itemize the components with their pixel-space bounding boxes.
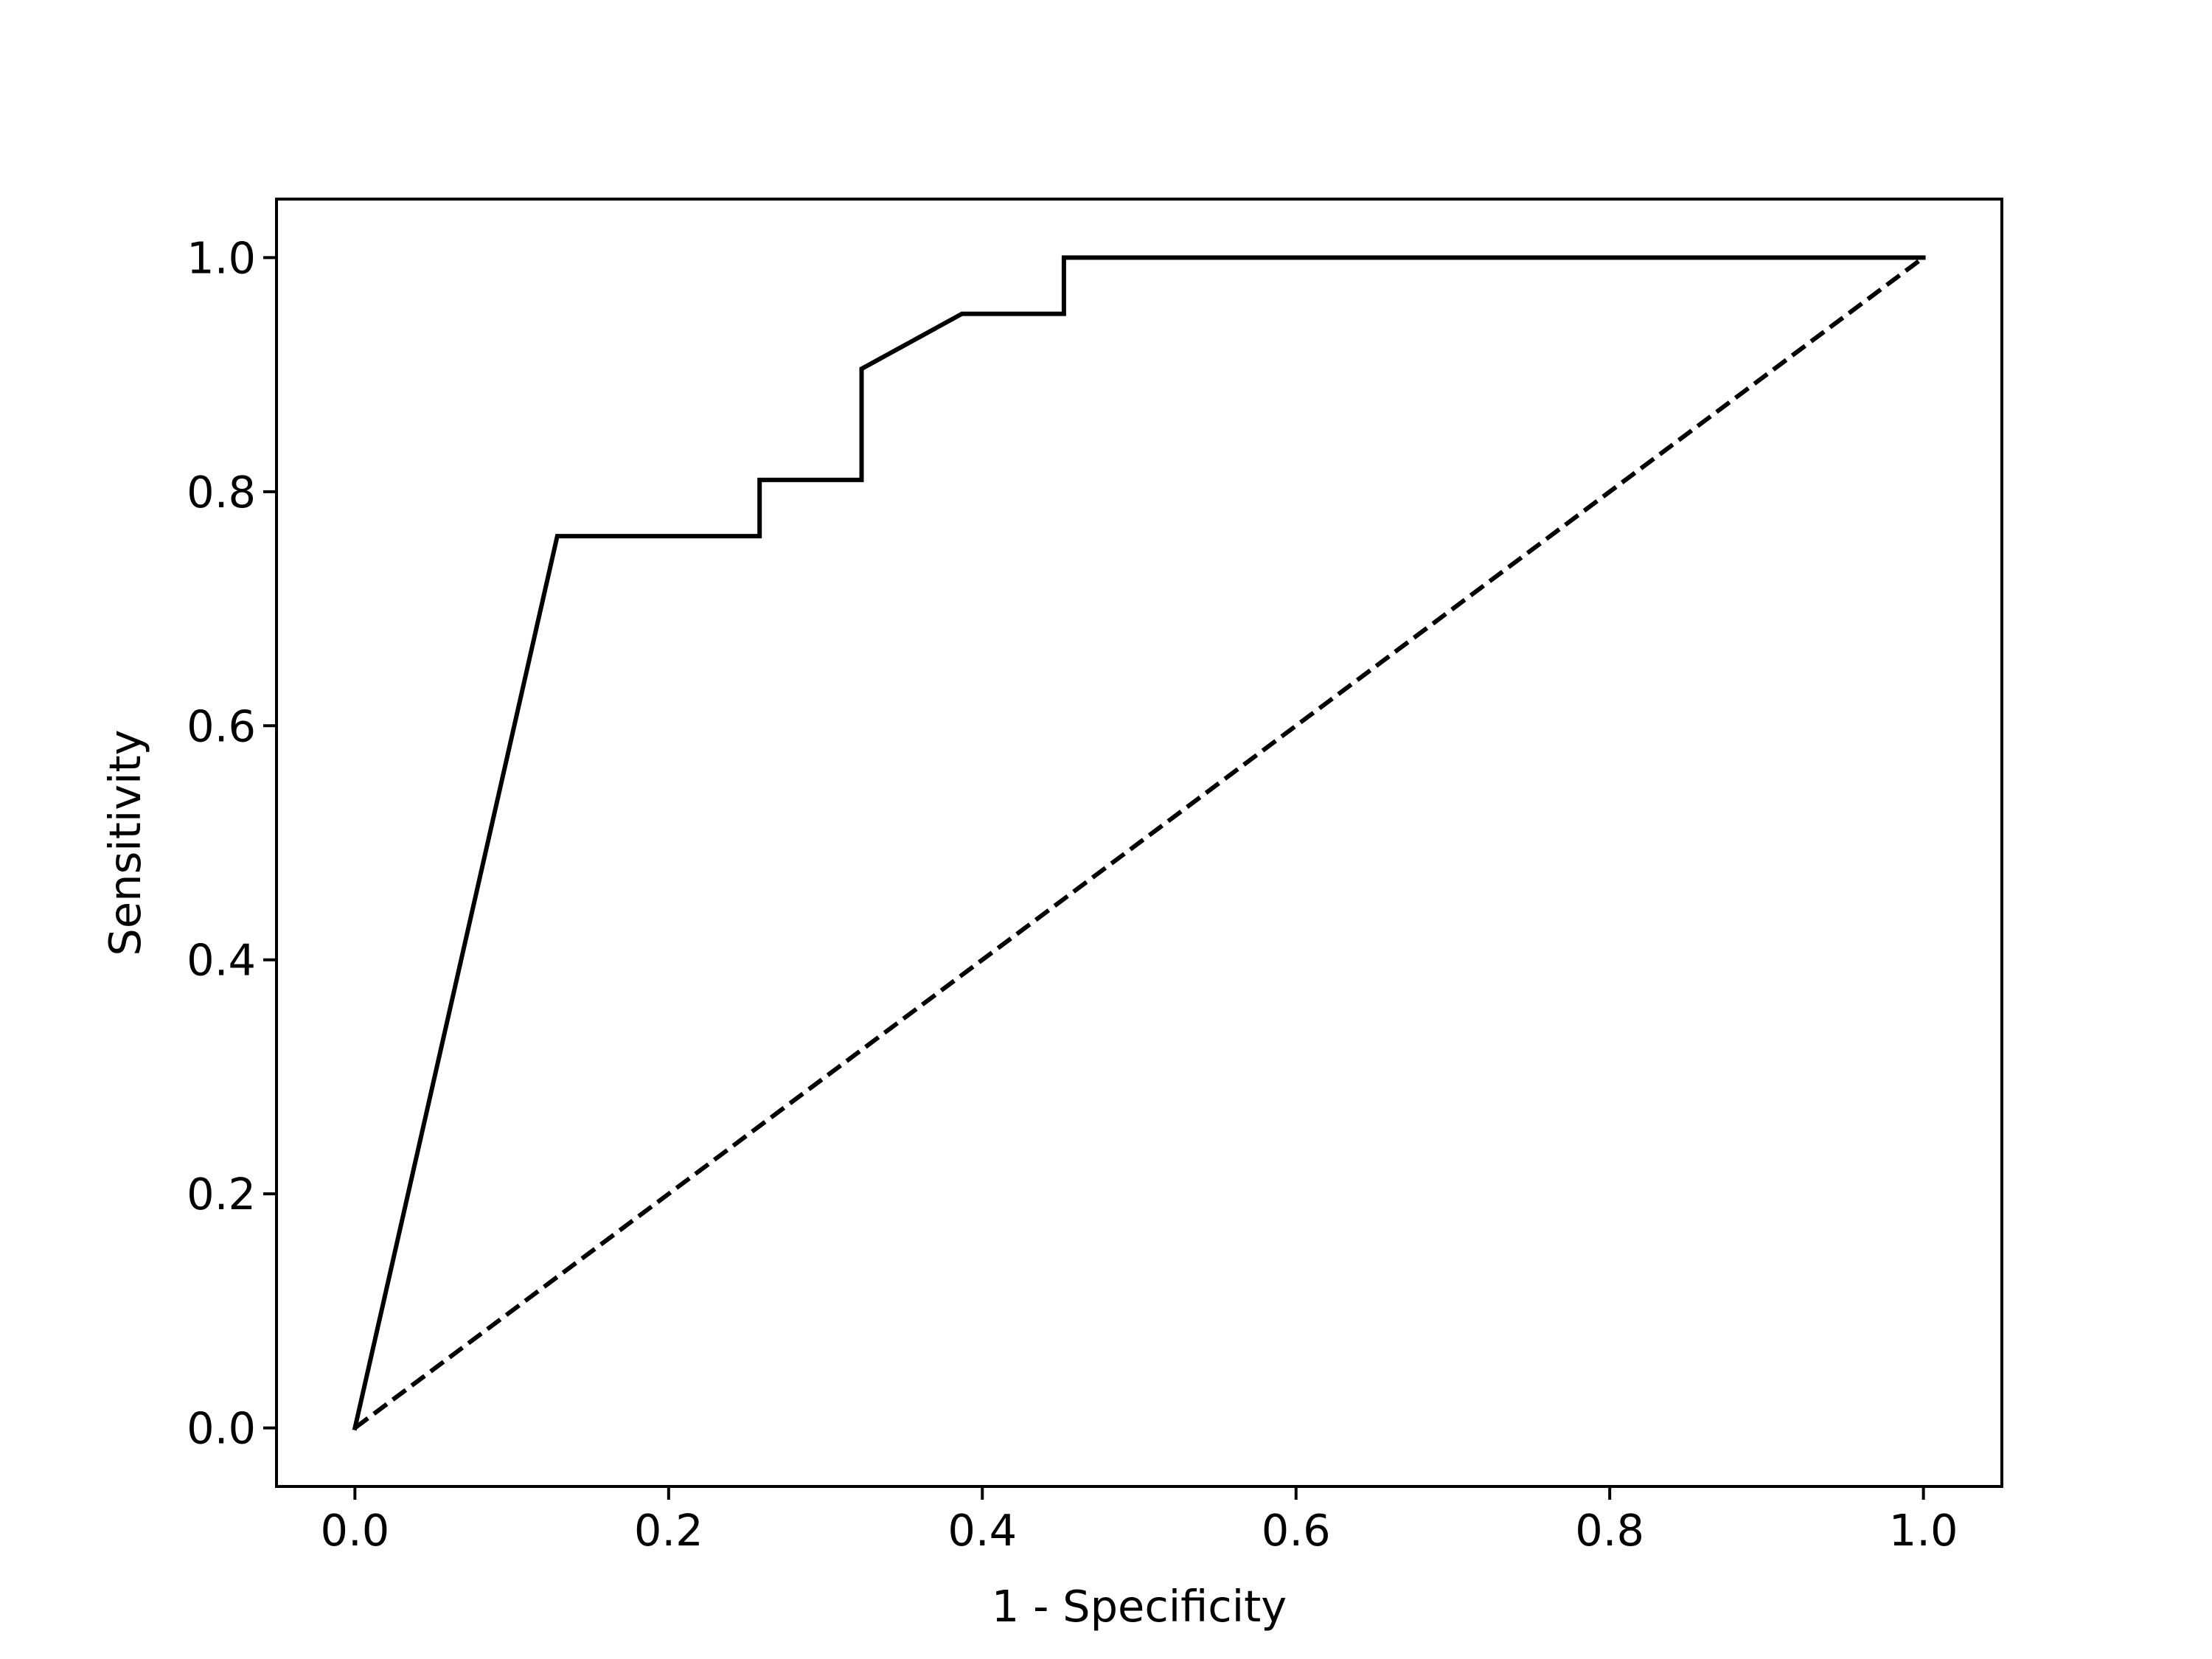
y-tick-label: 0.6 [187,700,256,751]
y-axis-label: Sensitivity [100,729,150,956]
x-axis: 0.0 0.2 0.4 0.6 0.8 1.0 [320,1486,1958,1556]
y-tick-label: 0.4 [187,935,256,986]
x-tick-label: 0.2 [634,1505,703,1556]
x-tick-label: 0.0 [320,1505,389,1556]
x-tick-label: 0.6 [1262,1505,1331,1556]
reference-diagonal-line [353,255,1925,1430]
y-tick-label: 1.0 [187,232,256,283]
roc-curve-line [352,255,1926,1431]
series-layer [352,255,1926,1431]
y-tick-label: 0.0 [187,1403,256,1454]
y-axis: 0.0 0.2 0.4 0.6 0.8 1.0 [187,232,276,1454]
plot-frame [275,198,2003,1488]
x-tick-label: 1.0 [1889,1505,1958,1556]
x-axis-label: 1 - Specificity [992,1581,1287,1632]
y-tick-label: 0.8 [187,467,256,518]
y-tick-label: 0.2 [187,1169,256,1220]
x-tick-label: 0.8 [1575,1505,1644,1556]
x-tick-label: 0.4 [947,1505,1017,1556]
